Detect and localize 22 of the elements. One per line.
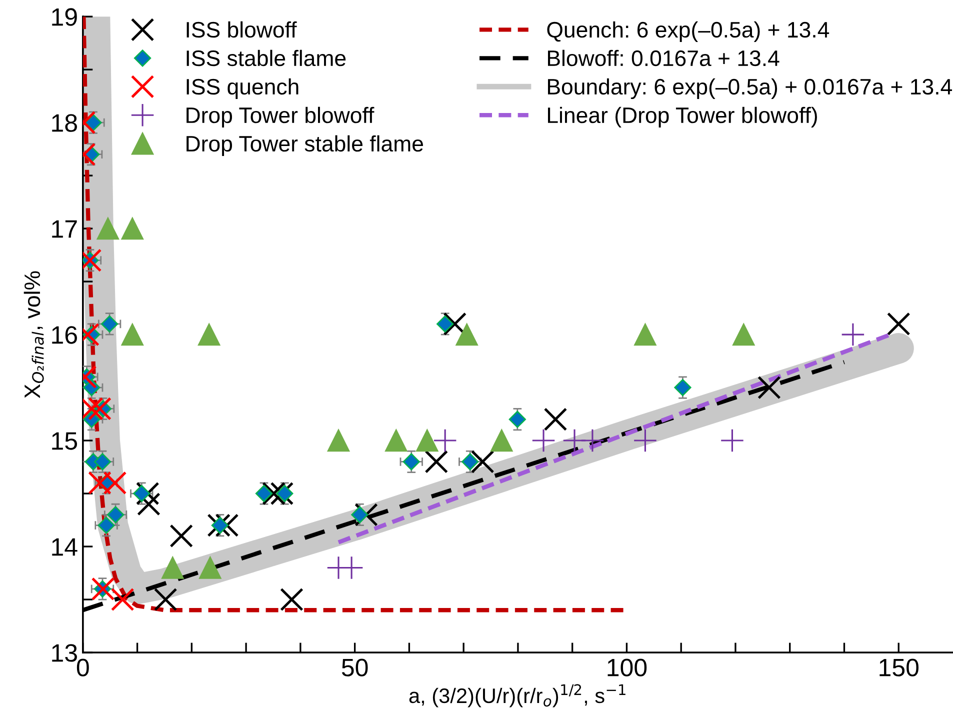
legend-label: Blowoff: 0.0167a + 13.4 [548, 50, 780, 66]
y-axis-title: X$_{O₂final}$, vol% [24, 271, 44, 398]
y-tick-label: 16 [52, 326, 77, 344]
x-axis-title: a, (3/2)(U/r)(r/r$_{o}$)$^{1/2}$, s$^{−1}$ [409, 684, 626, 708]
legend-label: ISS blowoff [186, 21, 297, 38]
y-tick-label: 15 [52, 432, 78, 450]
x-tick-label: 100 [608, 658, 647, 676]
legend-label: Linear (Drop Tower blowoff) [548, 106, 817, 128]
legend-label: Boundary: 6 exp(–0.5a) + 0.0167a + 13.4 [548, 78, 952, 100]
y-tick-label: 17 [52, 220, 77, 238]
y-tick-label: 19 [52, 8, 77, 26]
legend-label: Drop Tower blowoff [186, 106, 374, 128]
x-tick-label: 50 [342, 658, 368, 676]
legend-label: Drop Tower stable flame [186, 135, 423, 156]
legend-label: ISS quench [186, 78, 298, 100]
x-tick-label: 150 [880, 658, 918, 676]
x-tick-label: 0 [76, 658, 89, 676]
y-tick-label: 18 [52, 114, 77, 132]
y-tick-label: 13 [52, 644, 77, 662]
y-tick-label: 14 [52, 538, 78, 556]
legend-label: Quench: 6 exp(–0.5a) + 13.4 [547, 21, 830, 42]
legend-label: ISS stable flame [186, 50, 346, 66]
